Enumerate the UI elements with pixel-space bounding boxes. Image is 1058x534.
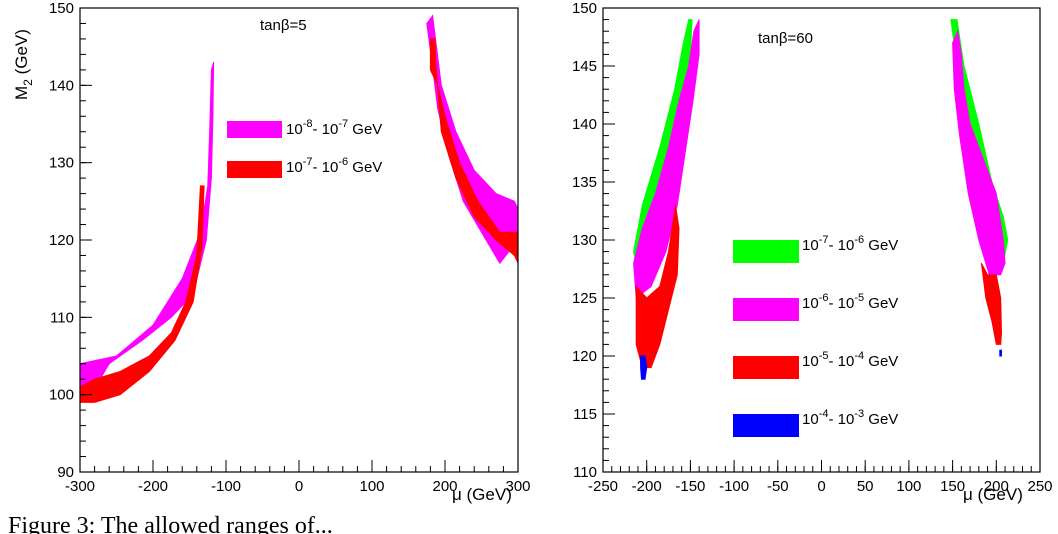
left-series-0-region-0 (79, 61, 215, 404)
left-xtick-label-5: 200 (432, 478, 457, 495)
right-legend-label-1: 10-6- 10-5 GeV (802, 292, 898, 312)
left-legend-swatch-0 (227, 121, 282, 138)
left-series-1-region-0 (79, 185, 205, 403)
left-panel: -300 -200 -100 0 100 200 300 90 100 110 120 130 140 1… (12, 0, 531, 504)
left-series-0-region-1 (426, 14, 519, 265)
right-xtick-label-2: -150 (675, 478, 705, 495)
left-xtick-label-0: -300 (65, 478, 95, 495)
left-xtick-label-2: -100 (211, 478, 241, 495)
left-ytick-label-6: 150 (49, 0, 74, 17)
right-ytick-label-5: 135 (572, 174, 597, 191)
left-plot-frame (79, 7, 519, 473)
right-ytick-label-3: 125 (572, 290, 597, 307)
right-xtick-label-9: 200 (984, 478, 1009, 495)
right-legend-swatch-2 (733, 356, 799, 379)
left-legend-label-1: 10-7- 10-6 GeV (286, 156, 382, 176)
right-xtick-label-0: -250 (588, 478, 618, 495)
left-ytick-label-0: 90 (57, 464, 74, 481)
left-ytick-label-2: 110 (50, 309, 74, 326)
left-ytick-label-1: 100 (49, 387, 74, 404)
right-xtick-label-10: 250 (1027, 478, 1052, 495)
right-series-1-region-1 (952, 29, 1006, 276)
left-ylabel: M2 (GeV) (12, 29, 35, 100)
right-series-3-region-0 (640, 355, 648, 380)
right-legend-swatch-0 (733, 240, 799, 263)
right-ytick-label-6: 140 (572, 116, 597, 133)
right-ytick-label-7: 145 (572, 58, 597, 75)
right-legend-swatch-3 (733, 414, 799, 437)
right-series-2-region-1 (980, 262, 1003, 345)
right-xtick-label-1: -200 (632, 478, 662, 495)
right-xtick-label-8: 150 (940, 478, 965, 495)
right-ytick-label-0: 110 (573, 464, 597, 481)
right-axis-ticks: -250 -200 -150 -100 -50 0 50 100 150 200 250 110 115… (572, 0, 1053, 495)
right-legend-label-2: 10-5- 10-4 GeV (802, 350, 898, 370)
right-xtick-label-3: -100 (719, 478, 749, 495)
right-xtick-label-5: 0 (817, 478, 825, 495)
right-ytick-label-2: 120 (572, 348, 597, 365)
right-ytick-label-8: 150 (572, 0, 597, 17)
left-ytick-label-4: 130 (49, 155, 74, 172)
right-xtick-label-6: 50 (857, 478, 874, 495)
figure-caption: Figure 3: The allowed ranges of... (8, 513, 333, 534)
right-legend-swatch-1 (733, 298, 799, 321)
left-legend-label-0: 10-8- 10-7 GeV (286, 118, 382, 138)
right-data-regions (633, 19, 1009, 380)
right-annotation: tanβ=60 (758, 30, 813, 47)
left-xtick-label-4: 100 (359, 478, 384, 495)
right-legend-label-0: 10-7- 10-6 GeV (802, 234, 898, 254)
left-data-regions (79, 14, 519, 404)
right-panel: -250 -200 -150 -100 -50 0 50 100 150 200 250 110 115… (572, 0, 1053, 504)
left-axis-ticks: -300 -200 -100 0 100 200 300 90 100 110 120 130 140 1… (49, 0, 531, 495)
right-ytick-label-1: 115 (573, 406, 597, 423)
left-xtick-label-1: -200 (138, 478, 168, 495)
right-legend: 10-7- 10-6 GeV 10-6- 10-5 GeV 10-5- 10-4… (733, 234, 898, 437)
right-xtick-label-7: 100 (896, 478, 921, 495)
left-legend-swatch-1 (227, 161, 282, 178)
left-xtick-label-6: 300 (505, 478, 530, 495)
right-xlabel: μ (GeV) (963, 485, 1023, 504)
right-series-1-region-0 (633, 19, 700, 299)
left-ytick-label-3: 120 (49, 232, 74, 249)
right-series-3-region-1 (999, 349, 1002, 357)
left-legend: 10-8- 10-7 GeV 10-7- 10-6 GeV (227, 118, 382, 178)
left-xtick-label-3: 0 (295, 478, 303, 495)
right-ytick-label-4: 130 (572, 232, 597, 249)
left-annotation: tanβ=5 (260, 17, 307, 34)
left-ytick-label-5: 140 (49, 77, 74, 94)
right-xtick-label-4: -50 (767, 478, 789, 495)
left-xlabel: μ (GeV) (452, 485, 512, 504)
right-legend-label-3: 10-4- 10-3 GeV (802, 408, 898, 428)
